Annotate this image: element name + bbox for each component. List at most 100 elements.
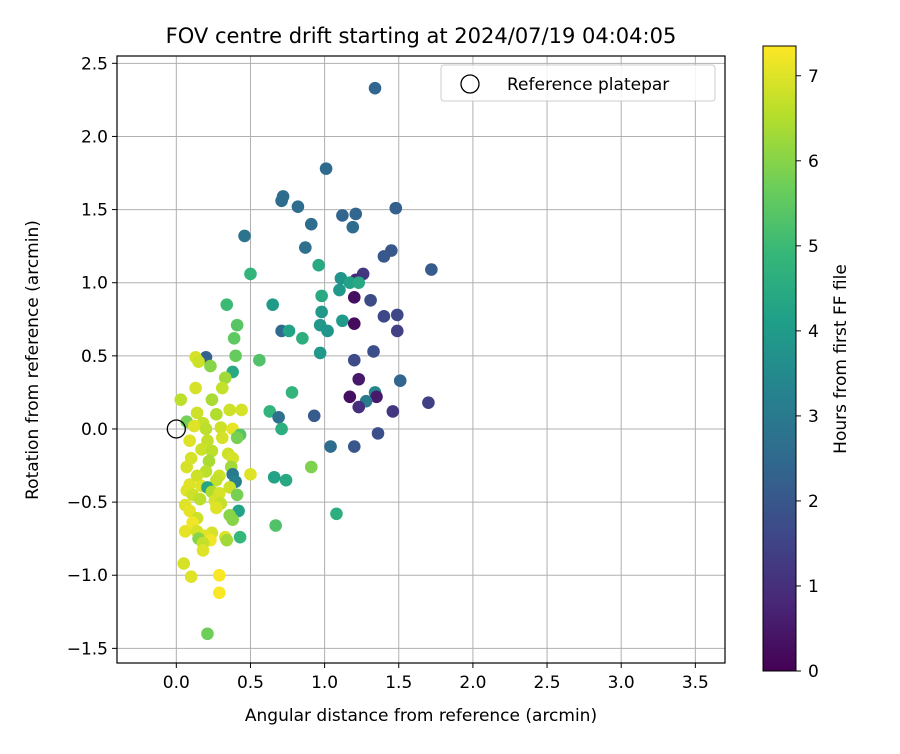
scatter-point	[282, 324, 296, 338]
y-tick-label: 0.5	[81, 347, 108, 367]
scatter-point	[205, 393, 219, 407]
scatter-point	[321, 324, 334, 338]
scatter-point	[266, 298, 280, 311]
scatter-point	[285, 386, 299, 399]
scatter-point	[291, 200, 305, 213]
scatter-point	[226, 513, 239, 526]
scatter-point	[180, 460, 193, 474]
scatter-point	[213, 586, 226, 600]
scatter-point	[202, 454, 216, 468]
scatter-point	[210, 501, 223, 515]
scatter-point	[178, 525, 192, 538]
colorbar-tick-label: 4	[808, 322, 819, 342]
y-axis-ticks: −1.5 −1.0 −0.5 0.0 0.5 1.0 1.5 2.0 2.5	[67, 54, 117, 659]
y-tick-label: 1.0	[81, 274, 108, 294]
scatter-point	[230, 488, 244, 502]
colorbar-tick-label: 3	[808, 407, 819, 427]
x-tick-label: 2.5	[534, 673, 561, 693]
colorbar-label: Hours from first FF file	[831, 264, 851, 454]
scatter-point	[189, 381, 202, 395]
colorbar-tick-label: 0	[808, 662, 819, 682]
scatter-point	[199, 422, 213, 436]
scatter-point	[210, 408, 223, 421]
scatter-point	[272, 410, 285, 424]
scatter-point	[390, 308, 404, 322]
scatter-point	[346, 220, 360, 234]
scatter-point	[343, 390, 357, 404]
scatter-point	[275, 194, 288, 208]
scatter-point	[393, 374, 407, 388]
scatter-point	[368, 81, 382, 95]
scatter-point	[229, 349, 242, 363]
scatter-point	[347, 353, 361, 367]
scatter-point	[347, 291, 361, 304]
x-tick-label: 1.0	[311, 673, 338, 693]
scatter-point	[347, 440, 361, 453]
x-tick-label: 3.5	[682, 673, 709, 693]
legend: Reference platepar	[440, 64, 716, 102]
scatter-point	[349, 207, 363, 221]
scatter-point	[235, 403, 248, 417]
scatter-point	[371, 427, 385, 440]
scatter-point	[238, 229, 251, 243]
scatter-point	[389, 201, 403, 215]
y-tick-label: −1.5	[67, 639, 108, 659]
colorbar-gradient	[762, 45, 797, 672]
scatter-point	[190, 406, 204, 420]
scatter-point	[390, 324, 404, 338]
scatter-point	[333, 283, 346, 297]
scatter-point	[352, 372, 366, 386]
scatter-point	[343, 276, 357, 290]
scatter-point	[307, 409, 321, 423]
scatter-point	[315, 289, 328, 303]
scatter-point	[205, 444, 219, 458]
scatter-point	[233, 530, 247, 544]
x-tick-label: 0.5	[237, 673, 264, 693]
x-axis-ticks: 0.0 0.5 1.0 1.5 2.0 2.5 3.0 3.5	[163, 663, 709, 693]
colorbar-tick-label: 1	[808, 577, 819, 597]
y-tick-label: 2.0	[81, 127, 108, 147]
x-tick-label: 2.0	[459, 673, 486, 693]
scatter-point	[304, 217, 318, 231]
scatter-point	[213, 568, 226, 582]
scatter-point	[367, 345, 380, 358]
scatter-point	[312, 258, 325, 272]
scatter-point	[215, 381, 229, 395]
scatter-point	[192, 355, 205, 368]
scatter-point	[218, 371, 232, 385]
reference-platepar-marker	[166, 419, 186, 439]
scatter-point	[370, 390, 383, 404]
scatter-point	[313, 346, 327, 360]
legend-label: Reference platepar	[507, 75, 669, 95]
x-tick-label: 1.5	[385, 673, 412, 693]
scatter-point	[220, 533, 234, 547]
colorbar-ticks: 0 1 2 3 4 5 6 7	[796, 67, 819, 682]
scatter-point	[267, 470, 281, 484]
y-tick-label: 1.5	[81, 201, 108, 221]
scatter-point	[230, 431, 244, 445]
legend-box	[440, 64, 716, 102]
scatter-point	[296, 331, 309, 345]
scatter-point	[227, 331, 241, 345]
scatter-point	[244, 267, 257, 281]
scatter-point	[190, 469, 204, 483]
scatter-point	[377, 250, 391, 263]
scatter-point	[177, 557, 191, 570]
scatter-point	[214, 421, 228, 434]
x-tick-label: 3.0	[608, 673, 635, 693]
y-tick-label: 0.0	[81, 420, 108, 440]
scatter-point	[315, 305, 328, 319]
scatter-point	[253, 353, 266, 367]
scatter-point	[187, 419, 201, 433]
scatter-point	[352, 400, 366, 414]
chart-title: FOV centre drift starting at 2024/07/19 …	[166, 24, 677, 48]
scatter-point	[193, 492, 207, 506]
plot-frame	[116, 55, 726, 664]
scatter-point	[230, 318, 244, 332]
scatter-point	[330, 507, 343, 521]
scatter-point	[174, 393, 188, 407]
scatter-point	[196, 544, 210, 557]
scatter-point	[244, 468, 257, 481]
scatter-point	[336, 209, 349, 222]
